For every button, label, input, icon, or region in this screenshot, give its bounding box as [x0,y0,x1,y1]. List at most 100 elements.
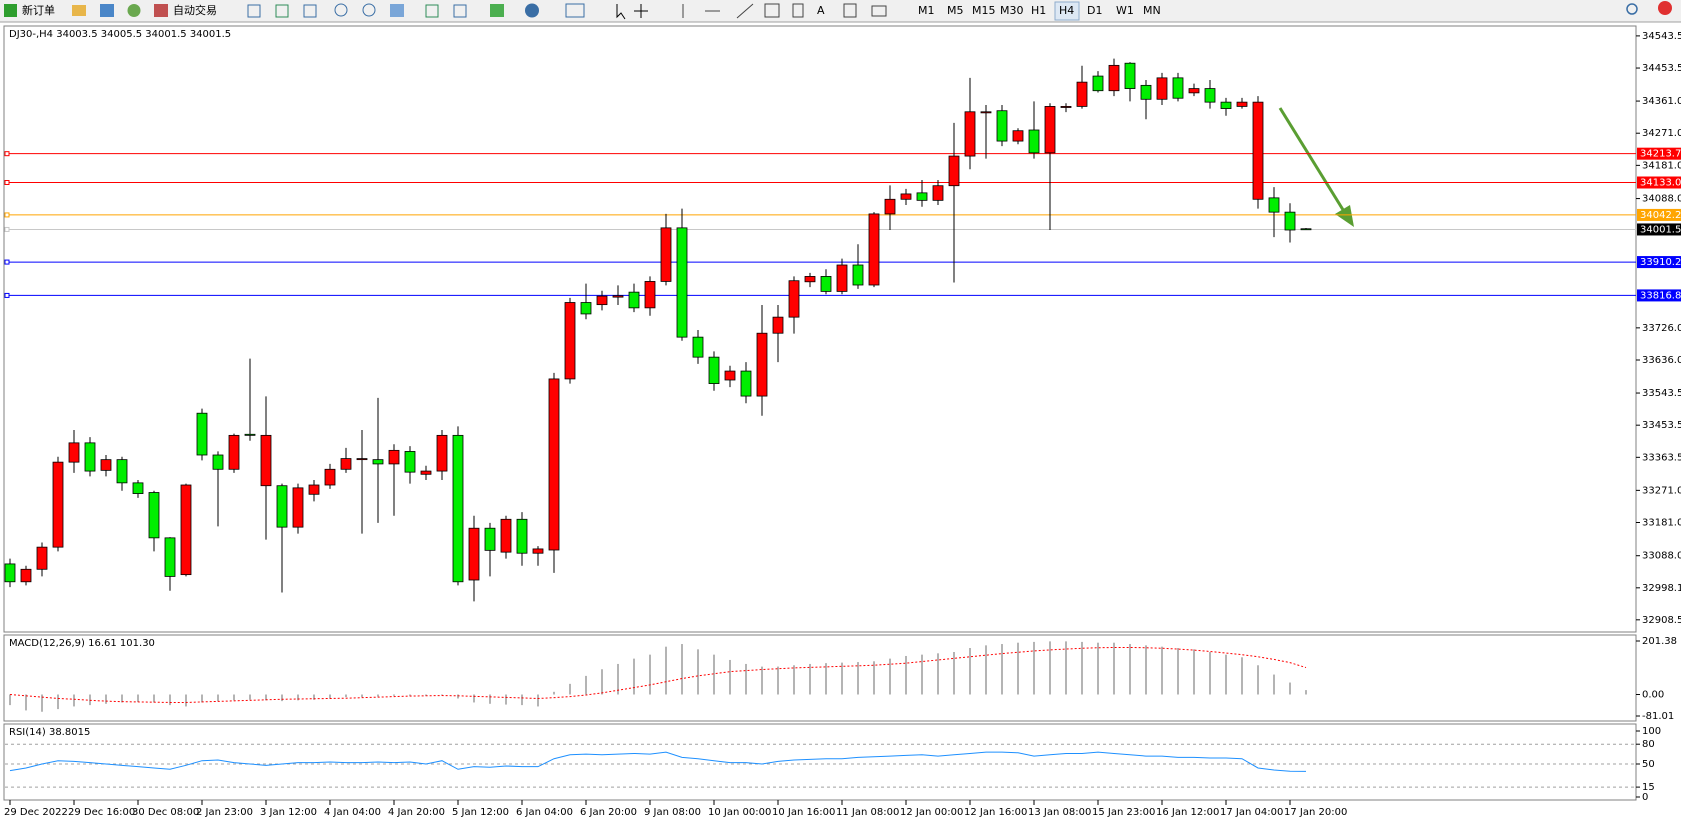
x-tick-label: 17 Jan 04:00 [1220,807,1283,818]
candle-body [452,434,464,583]
candle-body [708,356,720,384]
price-level-handle [4,292,10,298]
candle-body [1188,88,1200,94]
candle-body [228,434,240,470]
crosshair-tool[interactable] [634,4,648,18]
candle-body [292,487,304,528]
candle-body [244,433,256,436]
candle-body [1204,88,1216,103]
candle-body [852,264,864,286]
candle-body [180,484,192,576]
new-order-icon[interactable] [4,4,17,17]
tool-icon[interactable] [453,4,467,18]
x-tick-label: 29 Dec 16:00 [68,807,135,818]
x-tick-label: 12 Jan 00:00 [900,807,963,818]
candle-body [772,316,784,334]
tool-icon[interactable] [72,5,86,16]
candle-body [1156,77,1168,100]
rsi-panel [3,723,1637,801]
candle-body [196,412,208,456]
candle-body [260,434,272,487]
y-tick-label: 33453.5 [1642,420,1681,431]
x-tick-label: 4 Jan 04:00 [324,807,381,818]
x-tick-label: 17 Jan 20:00 [1284,807,1347,818]
tool-icon[interactable] [127,4,141,17]
candle-body [324,468,336,486]
candle-body [1012,130,1024,142]
candle-body [932,185,944,201]
candle-body [1028,129,1040,154]
price-tag-label: 34042.2 [1640,210,1681,221]
auto-trade-icon[interactable] [154,4,168,17]
price-tag-label: 34213.7 [1640,149,1681,160]
timeframe-button[interactable]: H4 [1059,4,1074,17]
price-tag-label: 34133.0 [1640,178,1681,189]
search-button[interactable] [1626,3,1638,15]
x-tick-label: 6 Jan 20:00 [580,807,637,818]
price-tag-label: 33910.2 [1640,257,1681,268]
y-tick-label: 50 [1642,759,1655,770]
x-tick-label: 6 Jan 04:00 [516,807,573,818]
candle-body [500,518,512,553]
zoom-out[interactable] [362,3,376,17]
candle-body [836,264,848,292]
x-tick-label: 15 Jan 23:00 [1092,807,1155,818]
tool-icon[interactable] [275,4,289,18]
candle-body [52,461,64,548]
candle-body [1300,228,1312,231]
candle-body [1140,84,1152,100]
y-tick-label: 80 [1642,739,1655,750]
candle-body [900,193,912,200]
price-tag [1637,147,1681,160]
line-tools[interactable] [682,3,754,19]
chart-marks: 34543.5 34453.5 34361.0 34271.0 34181.0 34088… [4,31,1681,818]
text-tool[interactable]: A [817,4,825,17]
timeframe-button[interactable]: M15 [972,4,996,17]
candle-body [1220,101,1232,109]
timeframe-button[interactable]: D1 [1087,4,1102,17]
timeframe-button[interactable]: W1 [1116,4,1134,17]
zoom-in[interactable] [334,3,348,17]
timeframe-selected [1054,1,1080,21]
x-tick-label: 30 Dec 08:00 [132,807,199,818]
candle-body [516,518,528,554]
tool-icon[interactable] [425,4,439,18]
y-tick-label: 201.38 [1642,636,1677,647]
price-level-handle [4,226,10,232]
y-tick-label: 33271.0 [1642,485,1681,496]
tool-icon[interactable] [303,4,317,18]
price-tag [1637,289,1681,302]
tool-icon[interactable] [871,5,887,17]
notification-badge[interactable] [1658,1,1672,15]
tool-icon[interactable] [565,3,585,18]
price-panel [3,25,1637,633]
x-tick-label: 11 Jan 08:00 [836,807,899,818]
new-order-button[interactable]: 新订单 [22,3,55,17]
toolbar: 新订单 自动交易 A M1 M5 M15 [0,0,1681,23]
tool-icon[interactable] [247,4,261,18]
x-tick-label: 2 Jan 23:00 [196,807,253,818]
price-tag [1637,208,1681,221]
tool-icon[interactable] [490,4,504,17]
timeframe-button[interactable]: MN [1143,4,1161,17]
timeframe-button[interactable]: M5 [947,4,964,17]
candle-body [1236,101,1248,107]
cursor-tool[interactable] [616,4,626,20]
tool-icon[interactable] [792,3,804,18]
timeframe-button[interactable]: H1 [1031,4,1046,17]
tool-icon[interactable] [100,4,114,17]
auto-trade-button[interactable]: 自动交易 [173,3,217,17]
candle-body [548,378,560,551]
candle-body [868,213,880,286]
candle-body [1060,106,1072,108]
candle-body [68,442,80,463]
tool-icon[interactable] [390,4,404,17]
candle-body [1108,64,1120,92]
x-tick-label: 9 Jan 08:00 [644,807,701,818]
tool-icon[interactable] [843,3,857,18]
x-tick-label: 4 Jan 20:00 [388,807,445,818]
timeframe-button[interactable]: M1 [918,4,935,17]
timeframe-button[interactable]: M30 [1000,4,1024,17]
tool-icon[interactable] [764,3,780,18]
tool-icon[interactable] [525,3,539,18]
